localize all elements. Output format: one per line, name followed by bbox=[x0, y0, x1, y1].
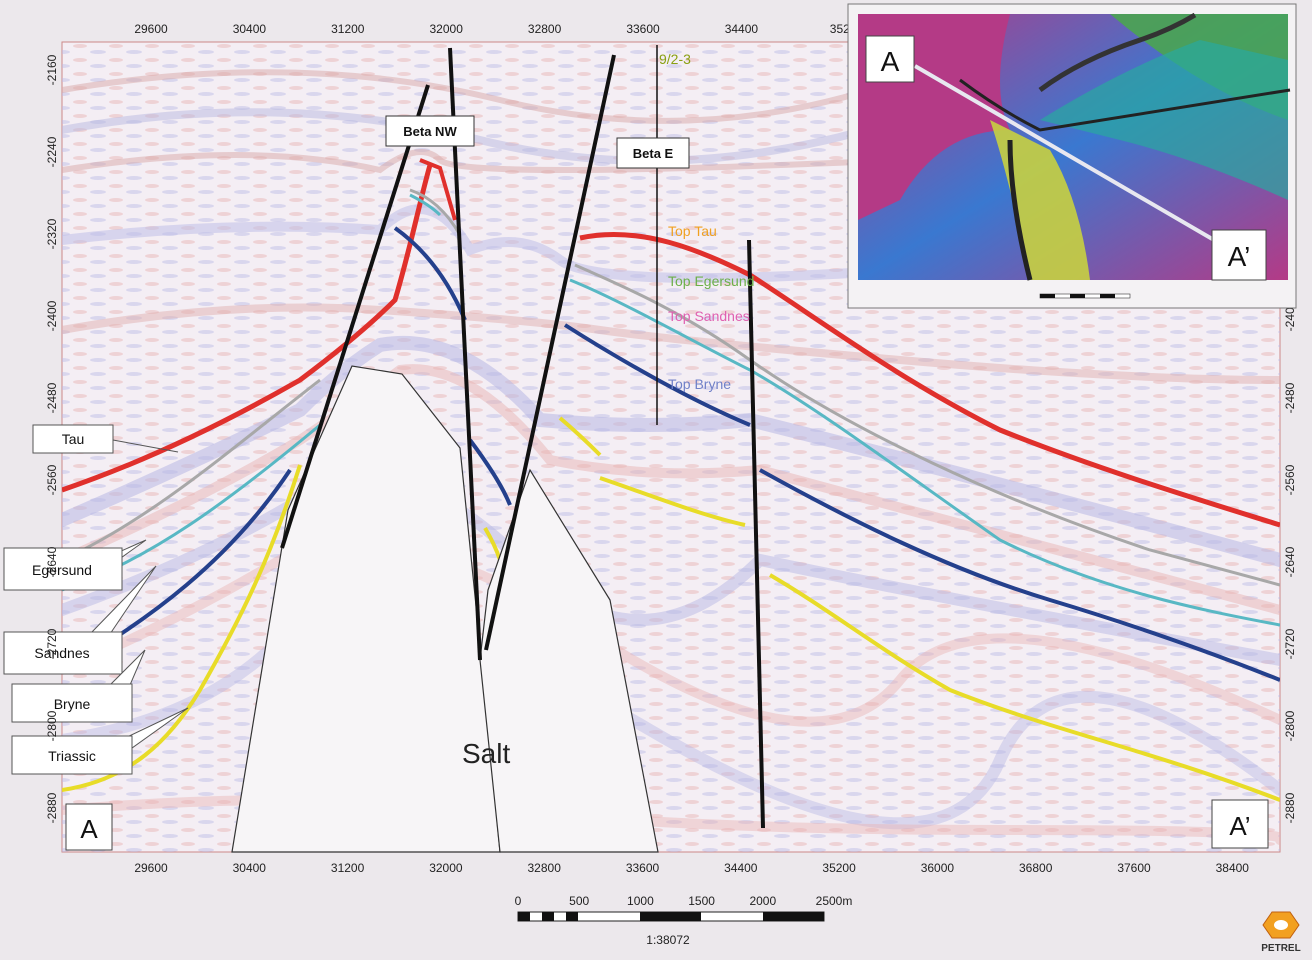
horizon-egersund bbox=[62, 188, 1280, 587]
horizon-triassic bbox=[62, 416, 1280, 802]
well-name: 9/2-3 bbox=[659, 51, 691, 67]
y-tick-left: -2160 bbox=[45, 54, 59, 85]
corner-label-a: A bbox=[65, 803, 113, 851]
fault-label-beta-nw: Beta NW bbox=[385, 115, 475, 147]
x-tick-top: 34400 bbox=[725, 22, 759, 36]
well-top-bryne: Top Bryne bbox=[668, 376, 731, 392]
inset-scale bbox=[1039, 293, 1131, 299]
fault-label-beta-nw-text: Beta NW bbox=[403, 124, 457, 139]
callout-egersund: Egersund bbox=[3, 539, 147, 591]
callout-sandnes: Sandnes bbox=[3, 565, 157, 675]
axis-ticks: 29600 30400 31200 32000 32800 33600 34400 352 29… bbox=[45, 22, 1297, 875]
x-tick-top: 32800 bbox=[528, 22, 562, 36]
y-tick-left: -2880 bbox=[45, 792, 59, 823]
callout-bryne-text: Bryne bbox=[54, 696, 91, 712]
y-tick-right: -2800 bbox=[1283, 710, 1297, 741]
callout-triassic-text: Triassic bbox=[48, 748, 96, 764]
inset-point-a-prime: A’ bbox=[1211, 229, 1267, 281]
callout-triassic: Triassic bbox=[11, 707, 189, 775]
horizon-top-red bbox=[419, 158, 457, 221]
x-tick-bottom: 36000 bbox=[921, 861, 955, 875]
callout-tau-text: Tau bbox=[62, 431, 85, 447]
y-tick-right: -2640 bbox=[1283, 546, 1297, 577]
scale-bar-label: 0 bbox=[515, 894, 522, 908]
y-tick-right: -2880 bbox=[1283, 792, 1297, 823]
callout-egersund-text: Egersund bbox=[32, 562, 92, 578]
scale-bar-labels: 0 500 1000 1500 2000 2500m bbox=[515, 894, 853, 908]
x-tick-bottom: 29600 bbox=[134, 861, 168, 875]
well-top-sandnes: Top Sandnes bbox=[668, 308, 750, 324]
x-tick-bottom: 33600 bbox=[626, 861, 660, 875]
x-tick-top: 31200 bbox=[331, 22, 365, 36]
y-tick-right: -2560 bbox=[1283, 464, 1297, 495]
inset-map: A A’ bbox=[847, 3, 1297, 309]
x-tick-top: 32000 bbox=[430, 22, 464, 36]
x-tick-bottom: 35200 bbox=[822, 861, 856, 875]
scale-bar-label: 1000 bbox=[627, 894, 654, 908]
x-tick-top: 30400 bbox=[233, 22, 267, 36]
y-tick-left: -2640 bbox=[45, 546, 59, 577]
petrel-logo: PETREL bbox=[1261, 911, 1301, 954]
x-tick-bottom: 37600 bbox=[1117, 861, 1151, 875]
x-tick-bottom: 38400 bbox=[1216, 861, 1250, 875]
fault-label-beta-e-text: Beta E bbox=[633, 146, 674, 161]
y-tick-right: -2480 bbox=[1283, 382, 1297, 413]
x-tick-top: 33600 bbox=[626, 22, 660, 36]
inset-point-a: A bbox=[865, 35, 915, 83]
petrel-logo-text: PETREL bbox=[1261, 943, 1300, 954]
x-tick-top: 352 bbox=[830, 22, 850, 36]
y-tick-left: -2560 bbox=[45, 464, 59, 495]
corner-label-a-text: A bbox=[80, 814, 98, 844]
y-tick-right: -2720 bbox=[1283, 628, 1297, 659]
y-tick-left: -2320 bbox=[45, 218, 59, 249]
y-tick-left: -2480 bbox=[45, 382, 59, 413]
fault-central bbox=[448, 47, 482, 661]
x-tick-top: 29600 bbox=[134, 22, 168, 36]
fault-beta-nw bbox=[280, 84, 430, 549]
salt-body-right bbox=[479, 468, 659, 853]
fault-east bbox=[747, 239, 765, 829]
scale-bar: 0 500 1000 1500 2000 2500m 1:38072 bbox=[515, 894, 853, 947]
horizon-tau-right bbox=[579, 232, 1280, 528]
callout-bryne: Bryne bbox=[11, 649, 146, 723]
x-tick-bottom: 34400 bbox=[724, 861, 758, 875]
horizon-bryne bbox=[62, 226, 1280, 682]
x-tick-bottom: 31200 bbox=[331, 861, 365, 875]
x-tick-bottom: 36800 bbox=[1019, 861, 1053, 875]
callout-sandnes-text: Sandnes bbox=[34, 645, 89, 661]
fault-beta-e bbox=[484, 54, 616, 651]
corner-label-a-prime: A’ bbox=[1211, 799, 1269, 849]
x-tick-bottom: 32800 bbox=[528, 861, 562, 875]
well-top-tau: Top Tau bbox=[668, 223, 717, 239]
inset-section-line bbox=[913, 64, 1216, 242]
fault-label-beta-e: Beta E bbox=[616, 137, 690, 169]
y-tick-left: -2240 bbox=[45, 136, 59, 167]
corner-label-a-prime-text: A’ bbox=[1229, 811, 1250, 841]
scale-bar-label: 500 bbox=[569, 894, 589, 908]
inset-point-a-prime-text: A’ bbox=[1228, 241, 1251, 272]
callout-tau: Tau bbox=[32, 424, 179, 454]
scale-ratio: 1:38072 bbox=[646, 933, 690, 947]
well-top-egersund: Top Egersund bbox=[668, 273, 754, 289]
scale-bar-label: 1500 bbox=[688, 894, 715, 908]
y-tick-left: -2720 bbox=[45, 628, 59, 659]
scale-bar-label: 2500m bbox=[816, 894, 853, 908]
y-tick-left: -2400 bbox=[45, 300, 59, 331]
salt-label: Salt bbox=[462, 738, 510, 769]
x-tick-bottom: 30400 bbox=[233, 861, 267, 875]
inset-point-a-text: A bbox=[881, 46, 900, 77]
scale-bar-label: 2000 bbox=[749, 894, 776, 908]
scale-bar-blocks bbox=[517, 911, 825, 922]
x-tick-bottom: 32000 bbox=[429, 861, 463, 875]
y-tick-left: -2800 bbox=[45, 710, 59, 741]
